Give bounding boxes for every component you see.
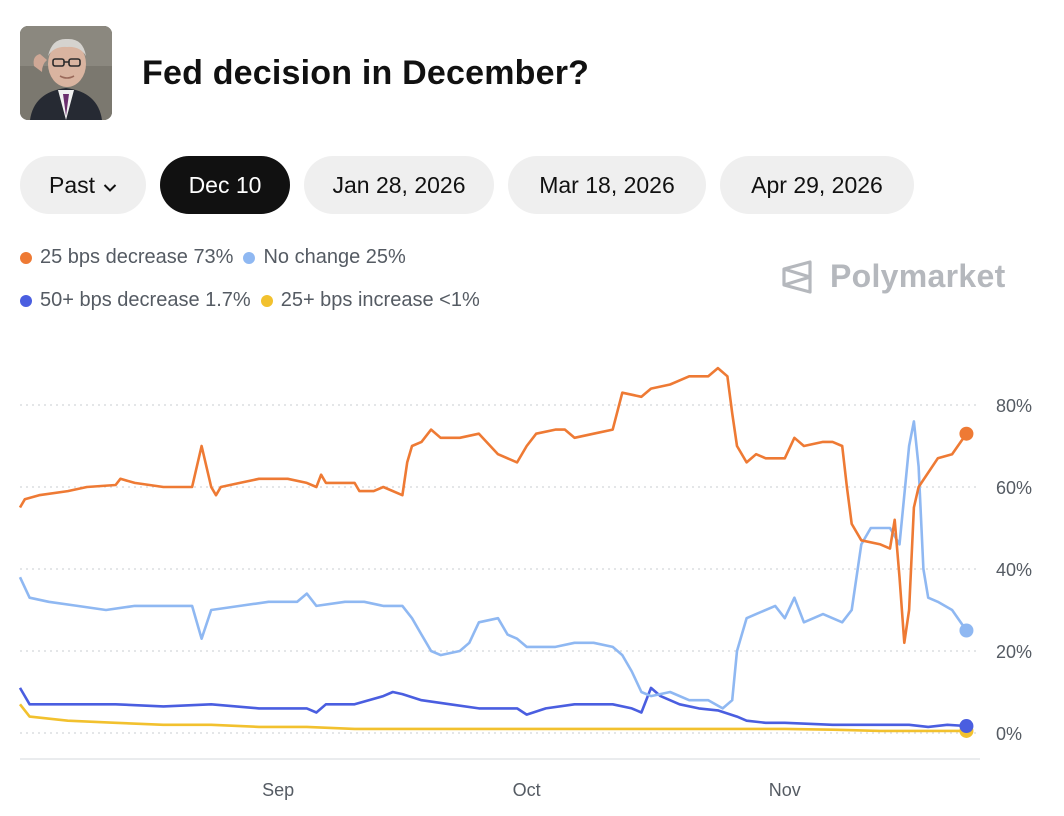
series-line-25-bps-decrease (18, 366, 968, 645)
series-line-no-change (18, 420, 968, 710)
chart-legend: 25 bps decrease 73% No change 25% 50+ bp… (20, 236, 490, 322)
x-tick-label: Nov (769, 780, 801, 800)
legend-label: 25+ bps increase <1% (280, 289, 480, 311)
market-header: Fed decision in December? (20, 26, 589, 120)
y-tick-label: 20% (996, 642, 1032, 662)
legend-item-25bps-increase: 25+ bps increase <1% (260, 279, 480, 322)
tab-jan-28-2026[interactable]: Jan 28, 2026 (304, 156, 494, 214)
polymarket-watermark: Polymarket (780, 258, 1006, 295)
legend-label: 50+ bps decrease 1.7% (40, 289, 251, 311)
series-end-dot (959, 426, 974, 441)
brand-name: Polymarket (830, 258, 1006, 294)
tab-apr-29-2026[interactable]: Apr 29, 2026 (720, 156, 914, 214)
series-line-50-bps-decrease (18, 686, 967, 729)
legend-item-50bps-decrease: 50+ bps decrease 1.7% (20, 279, 251, 322)
tab-mar-18-2026[interactable]: Mar 18, 2026 (508, 156, 706, 214)
legend-item-25bps-decrease: 25 bps decrease 73% (20, 236, 233, 279)
tab-dec-10[interactable]: Dec 10 (160, 156, 290, 214)
avatar (20, 26, 112, 120)
past-dropdown-button[interactable]: Past (20, 156, 146, 214)
legend-label: No change 25% (263, 246, 406, 268)
legend-item-no-change: No change 25% (243, 236, 406, 279)
legend-dot (20, 251, 32, 264)
chevron-down-icon (103, 172, 117, 199)
probability-line-chart: 80% 60% 40% 20% 0% Sep Oct Nov (18, 366, 1032, 800)
legend-dot (260, 294, 273, 307)
x-tick-label: Sep (262, 780, 294, 800)
y-tick-label: 80% (996, 396, 1032, 416)
date-tabs: Past Dec 10 Jan 28, 2026 Mar 18, 2026 Ap… (20, 156, 914, 214)
legend-label: 25 bps decrease 73% (40, 246, 234, 268)
series-end-dot (959, 623, 974, 638)
powell-portrait-icon (20, 26, 112, 120)
y-tick-label: 40% (996, 560, 1032, 580)
y-tick-label: 0% (996, 724, 1022, 744)
y-tick-label: 60% (996, 478, 1032, 498)
page-title: Fed decision in December? (142, 53, 590, 92)
x-tick-label: Oct (513, 780, 541, 800)
series-end-dot (959, 719, 974, 734)
legend-dot (243, 251, 256, 264)
legend-dot (20, 294, 32, 307)
past-label: Past (48, 171, 96, 198)
polymarket-logo-icon (782, 259, 812, 294)
series-line-25-bps-increase (18, 703, 967, 733)
